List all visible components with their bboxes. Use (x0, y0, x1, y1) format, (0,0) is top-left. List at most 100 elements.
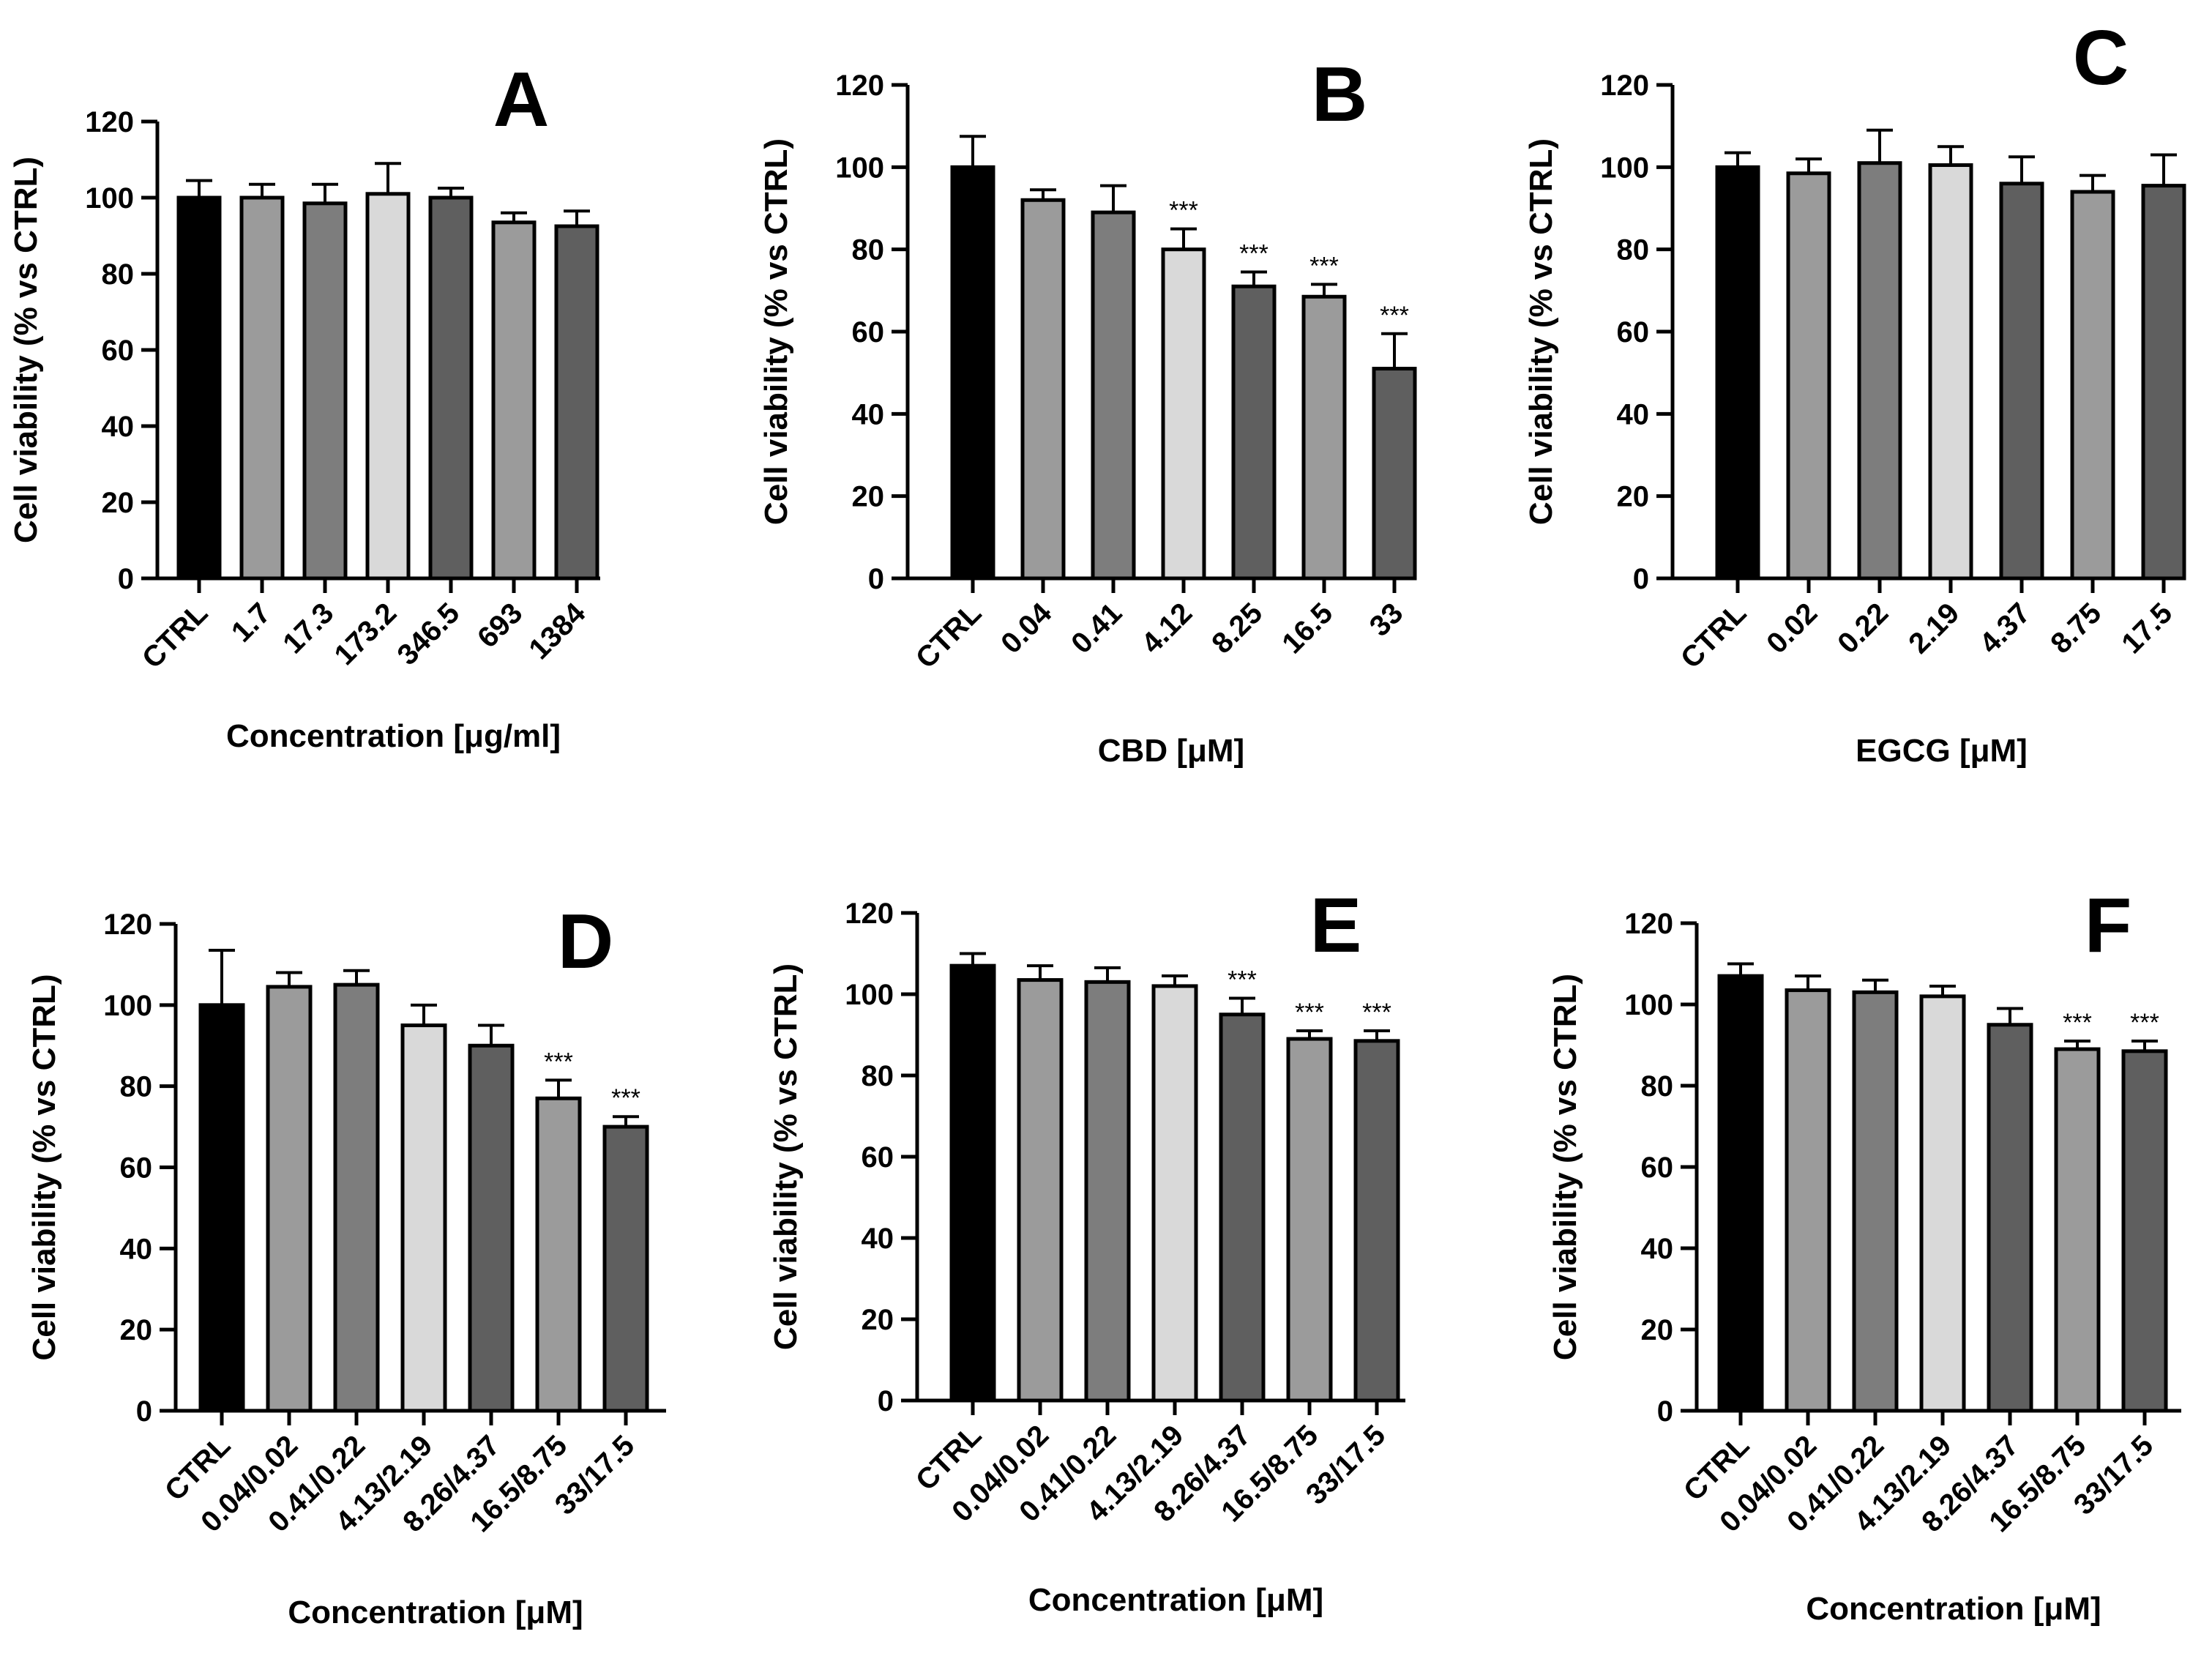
bar (365, 192, 411, 581)
y-tick-label: 20 (852, 481, 885, 513)
bar (1301, 294, 1347, 581)
y-tick-label: 40 (102, 411, 135, 443)
y-tick-label: 120 (845, 898, 894, 930)
chart-panel-e: 0 20 40 60 80 100 120 Cell viability (% vs CTRL… (768, 882, 1405, 1618)
y-tick-label: 40 (120, 1233, 153, 1265)
y-tick-label: 0 (1633, 563, 1649, 595)
x-tick-label: CTRL (136, 597, 214, 675)
y-tick-label: 60 (862, 1141, 894, 1174)
x-tick-label: 16.5 (1276, 597, 1339, 660)
bar (1084, 980, 1131, 1403)
bar (1786, 171, 1831, 581)
y-tick-label: 0 (118, 563, 134, 595)
x-axis-label: Concentration [μM] (288, 1595, 583, 1630)
y-tick-label: 80 (102, 258, 135, 291)
y-tick-label: 120 (1624, 908, 1673, 940)
y-tick-label: 100 (103, 990, 152, 1022)
bar (198, 1003, 245, 1413)
bar (1151, 984, 1198, 1403)
y-tick-label: 120 (85, 106, 134, 138)
y-tick-label: 80 (120, 1071, 153, 1103)
y-tick-label: 80 (1641, 1070, 1674, 1103)
bar (2141, 184, 2186, 581)
x-axis-label: EGCG [μM] (1856, 733, 2028, 769)
bar (949, 963, 996, 1403)
y-tick-label: 20 (120, 1314, 153, 1346)
bar (1286, 1037, 1333, 1403)
y-tick-label: 20 (1641, 1314, 1674, 1346)
panel-letter: D (558, 898, 614, 985)
y-tick-label: 0 (878, 1385, 894, 1417)
x-tick-label: 2.19 (1902, 597, 1965, 660)
y-axis-label: Cell viability (% vs CTRL) (1523, 138, 1559, 525)
y-tick-label: 0 (868, 563, 884, 595)
bar (428, 195, 474, 581)
y-tick-label: 60 (852, 316, 885, 348)
bar (1717, 974, 1764, 1413)
x-axis-label: Concentration [μg/ml] (226, 718, 561, 754)
y-tick-label: 20 (102, 487, 135, 519)
bar (333, 982, 380, 1413)
y-axis-label: Cell viability (% vs CTRL) (1547, 974, 1583, 1360)
bar (1919, 994, 1966, 1413)
bar (1715, 165, 1760, 581)
significance-label: *** (544, 1048, 573, 1075)
bar (1020, 198, 1066, 581)
y-tick-label: 100 (1624, 989, 1673, 1021)
x-axis-label: Concentration [μM] (1028, 1582, 1323, 1618)
significance-label: *** (1169, 197, 1198, 225)
x-tick-label: 0.04 (995, 597, 1058, 660)
x-tick-label: 1.7 (225, 597, 277, 648)
y-tick-label: 60 (1617, 316, 1650, 348)
y-tick-label: 0 (136, 1395, 152, 1428)
bar (535, 1096, 582, 1413)
x-tick-label: CTRL (1675, 597, 1753, 675)
significance-label: *** (1380, 302, 1409, 329)
bar (1017, 978, 1064, 1403)
x-tick-label: 693 (471, 597, 528, 654)
y-tick-label: 100 (1600, 152, 1649, 184)
bar (2121, 1049, 2168, 1413)
y-tick-label: 100 (835, 152, 884, 184)
bar (266, 985, 313, 1413)
chart-panel-b: 0 20 40 60 80 100 120 Cell viability (% vs CTRL… (758, 51, 1417, 769)
x-tick-label: 1384 (523, 597, 592, 666)
x-axis-label: Concentration [μM] (1806, 1591, 2101, 1627)
bar (1785, 988, 1831, 1413)
x-tick-label: 346.5 (391, 597, 466, 671)
panel-letter: C (2073, 15, 2129, 101)
y-tick-label: 20 (862, 1304, 894, 1336)
y-tick-label: 80 (852, 234, 885, 266)
bar (1372, 367, 1417, 581)
y-tick-label: 60 (102, 335, 135, 367)
y-tick-label: 80 (1617, 234, 1650, 266)
significance-label: *** (2130, 1009, 2159, 1037)
y-tick-label: 120 (103, 909, 152, 941)
x-tick-label: 17.5 (2115, 597, 2178, 660)
x-tick-label: 4.12 (1135, 597, 1198, 660)
x-tick-label: 8.25 (1206, 597, 1268, 660)
bar (554, 224, 599, 581)
x-tick-label: 4.37 (1973, 597, 2036, 660)
y-axis-label: Cell viability (% vs CTRL) (768, 963, 804, 1350)
significance-label: *** (1228, 966, 1257, 994)
significance-label: *** (1309, 252, 1339, 280)
x-tick-label: 173.2 (328, 597, 403, 671)
bar (1219, 1012, 1266, 1403)
bar (1353, 1039, 1400, 1403)
x-axis-label: CBD [μM] (1098, 733, 1244, 769)
y-tick-label: 120 (835, 70, 884, 102)
significance-label: *** (2063, 1009, 2092, 1037)
bar (1852, 990, 1899, 1413)
x-tick-label: CTRL (910, 597, 988, 675)
bar (302, 201, 348, 581)
bar (1231, 284, 1277, 581)
x-tick-label: 0.02 (1760, 597, 1823, 660)
y-tick-label: 40 (1641, 1233, 1674, 1265)
bar (400, 1023, 447, 1413)
y-tick-label: 100 (85, 182, 134, 215)
bar (1928, 163, 1973, 581)
chart-panel-d: 0 20 40 60 80 100 120 Cell viability (% vs CTRL… (26, 898, 666, 1630)
significance-label: *** (1362, 999, 1391, 1026)
